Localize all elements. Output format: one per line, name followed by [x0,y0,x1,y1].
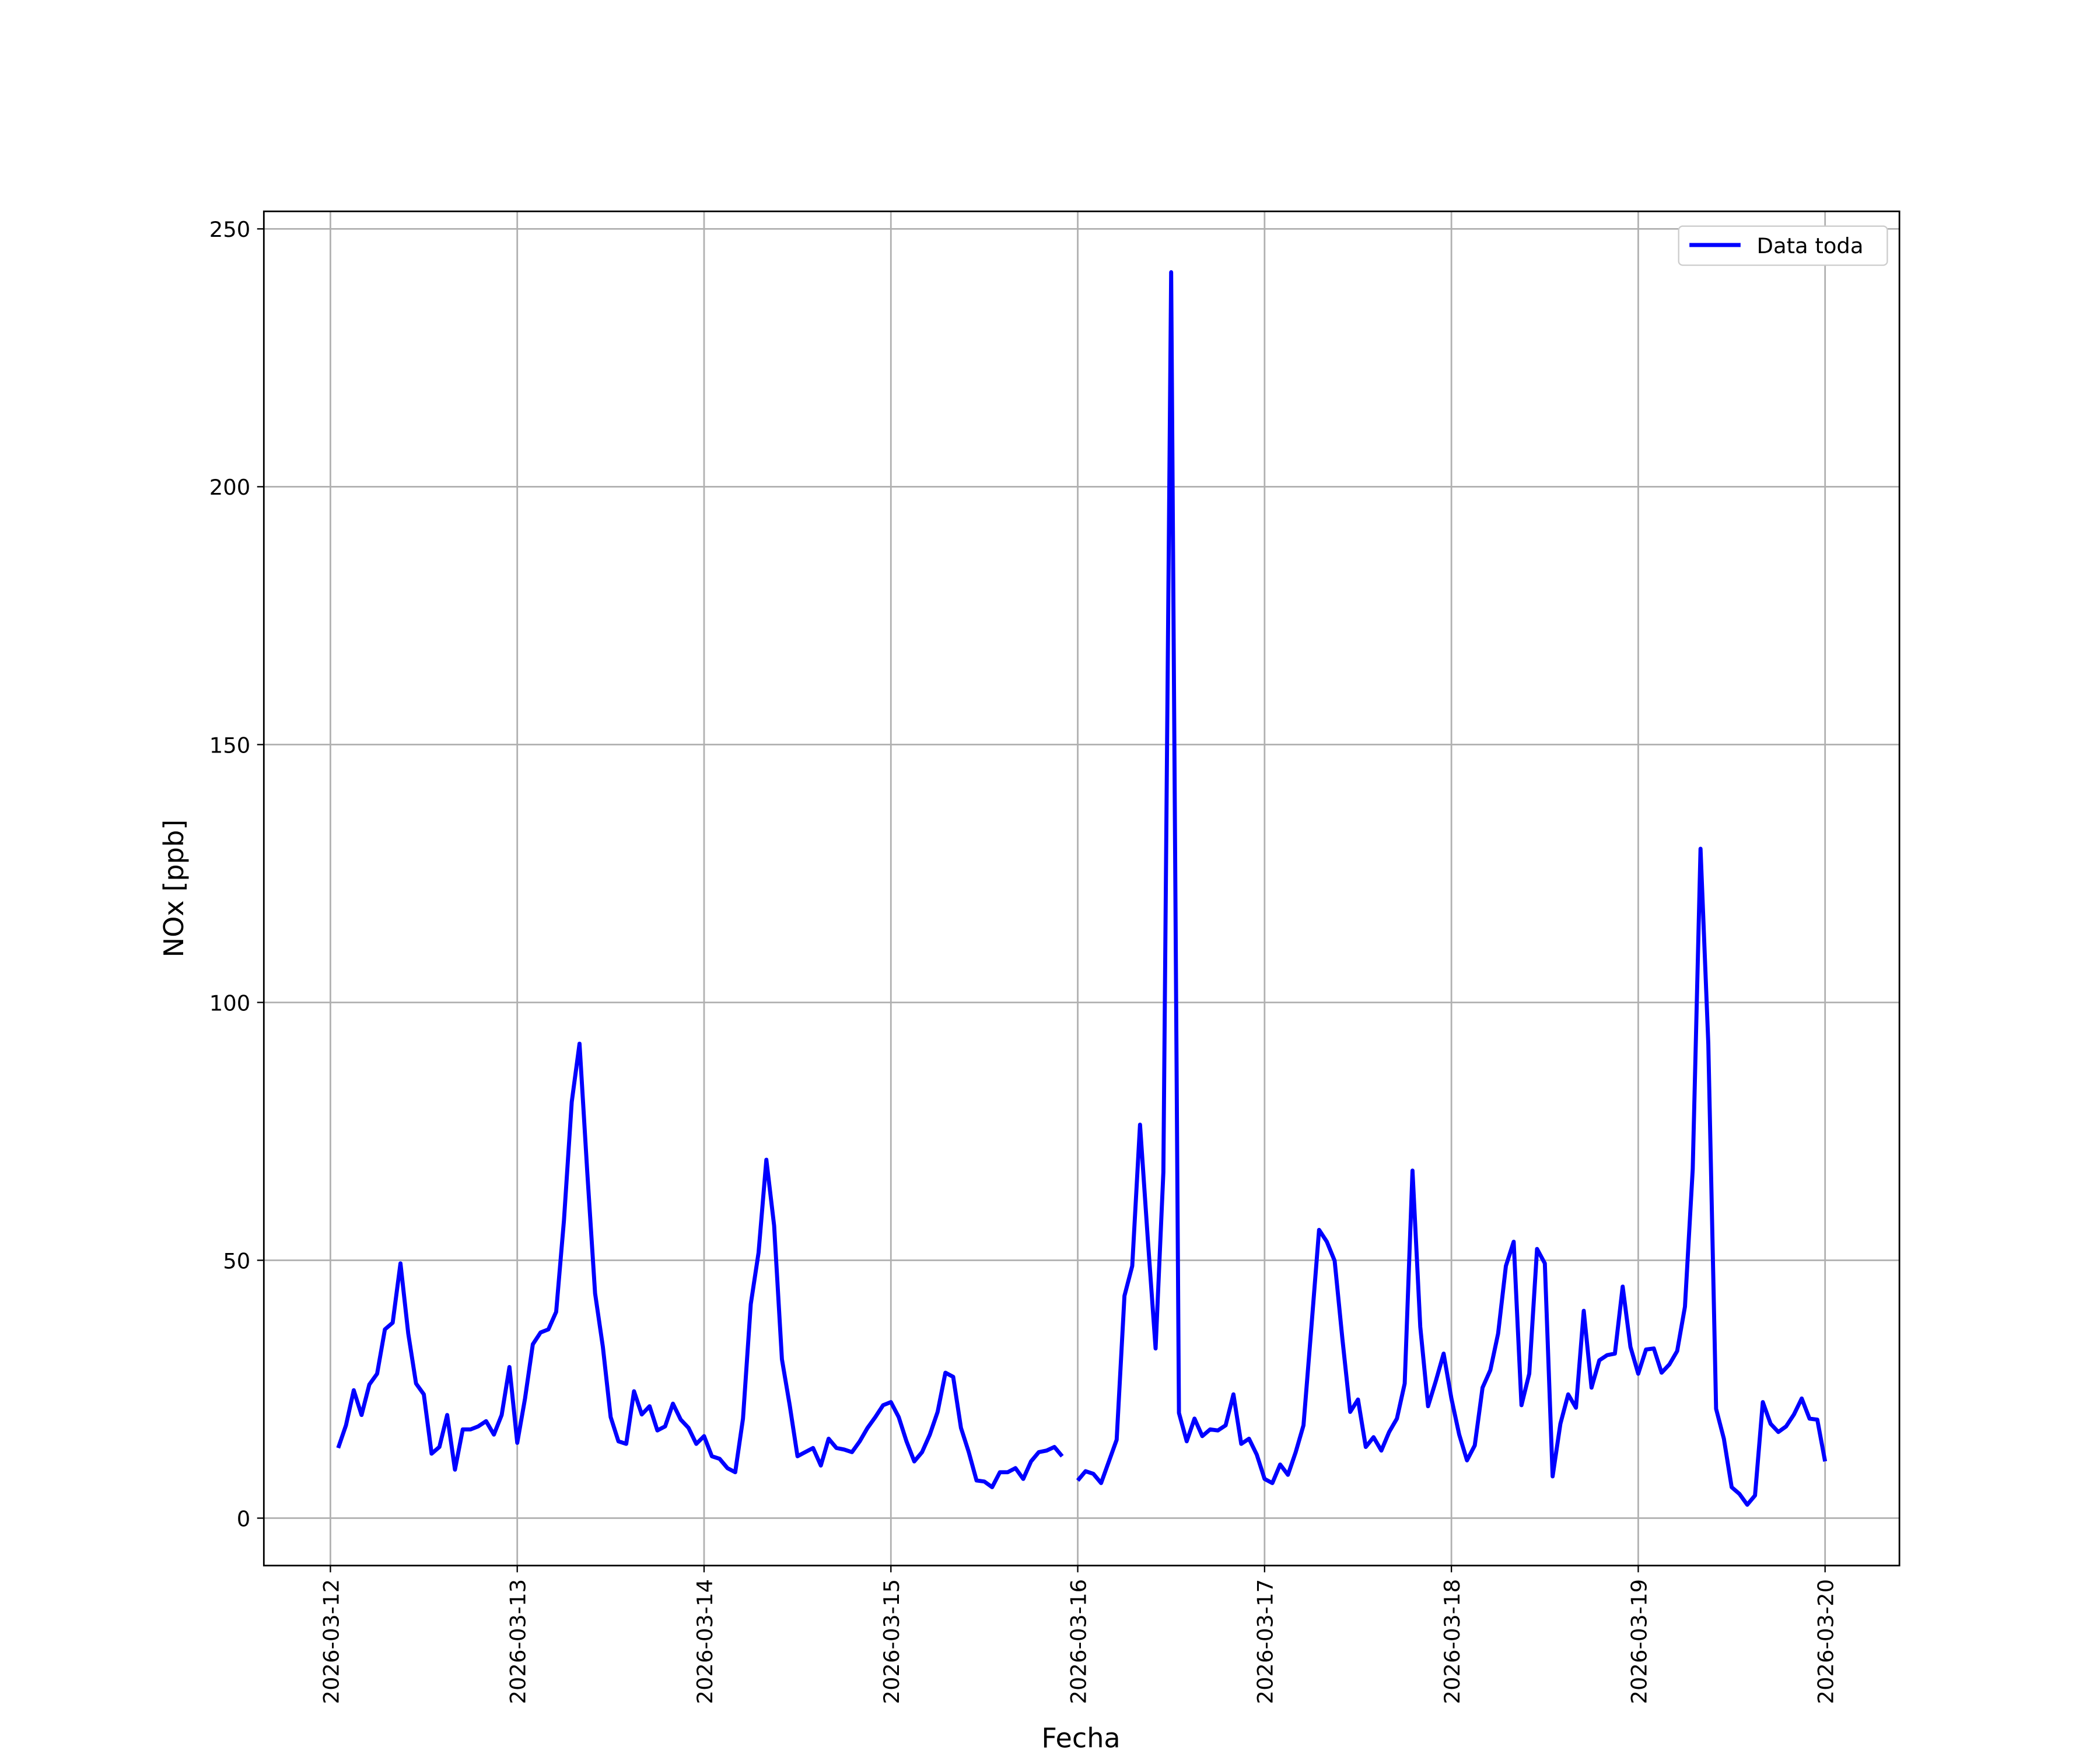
x-tick-label: 2026-03-12 [318,1579,344,1704]
x-tick-label: 2026-03-19 [1626,1579,1651,1704]
legend-box [1678,225,1888,266]
y-axis-label: NOx [ppb] [158,820,190,958]
legend-label: Data toda [1757,233,1864,258]
y-tick-label: 0 [237,1506,250,1531]
x-tick-label: 2026-03-18 [1440,1579,1465,1704]
x-tick-label: 2026-03-14 [692,1579,718,1704]
y-tick-label: 50 [223,1248,250,1273]
y-tick-label: 250 [209,217,250,242]
y-tick-label: 150 [209,733,250,758]
y-tick-label: 200 [209,475,250,500]
x-tick-label: 2026-03-13 [506,1579,531,1704]
x-tick-label: 2026-03-16 [1066,1579,1091,1704]
x-tick-label: 2026-03-17 [1253,1579,1278,1704]
data-line [336,270,1828,1507]
x-tick-label: 2026-03-20 [1814,1579,1839,1704]
y-tick-label: 100 [209,991,250,1016]
x-tick-label: 2026-03-15 [879,1579,904,1704]
plot-frame [262,210,1901,1567]
x-axis-label: Fecha [1041,1722,1120,1750]
